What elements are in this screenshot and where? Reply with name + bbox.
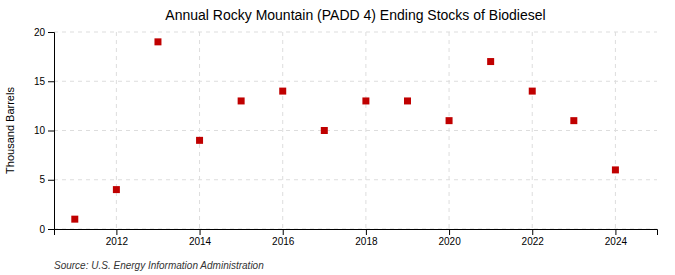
x-tick-label: 2014 xyxy=(189,236,212,247)
x-tick-label: 2018 xyxy=(355,236,378,247)
x-tick-mark xyxy=(615,229,616,235)
x-tick-label: 2022 xyxy=(522,236,545,247)
x-tick: 2016 xyxy=(272,229,295,247)
y-tick-label: 5 xyxy=(39,174,45,185)
grid-line xyxy=(449,32,450,229)
y-tick-mark xyxy=(48,229,54,230)
y-tick: 15 xyxy=(34,76,54,87)
point xyxy=(71,216,78,223)
point xyxy=(154,38,161,45)
point xyxy=(321,127,328,134)
grid-line xyxy=(365,32,366,229)
plot: 2012 2014 2016 2018 2020 2022 2024 0 5 10 15 20 xyxy=(34,27,658,247)
point xyxy=(113,186,120,193)
y-tick-mark xyxy=(48,32,54,33)
point xyxy=(487,58,494,65)
point xyxy=(529,88,536,95)
x-tick-mark xyxy=(449,229,450,235)
y-tick-mark xyxy=(48,180,54,181)
x-tick-label: 2020 xyxy=(438,236,461,247)
y-tick-mark xyxy=(48,81,54,82)
x-tick-label: 2016 xyxy=(272,236,295,247)
y-tick-label: 20 xyxy=(34,27,46,38)
x-tick: 2022 xyxy=(522,229,545,247)
grid-line xyxy=(54,32,657,33)
grid-line xyxy=(532,32,533,229)
y-tick-label: 15 xyxy=(34,76,46,87)
x-tick-label: 2012 xyxy=(106,236,129,247)
point xyxy=(279,88,286,95)
x-tick: 2012 xyxy=(106,229,129,247)
grid-line xyxy=(54,130,657,131)
y-tick: 10 xyxy=(34,125,54,136)
x-tick-mark xyxy=(366,229,367,235)
grid-line xyxy=(282,32,283,229)
y-axis-line xyxy=(48,33,55,230)
y-axis-label: Thousand Barrels xyxy=(4,87,16,174)
point xyxy=(362,97,369,104)
x-tick-mark xyxy=(532,229,533,235)
grid xyxy=(54,32,657,229)
point xyxy=(196,137,203,144)
y-tick-label: 0 xyxy=(39,224,45,235)
point xyxy=(570,117,577,124)
x-tick-mark xyxy=(283,229,284,235)
grid-line xyxy=(615,32,616,229)
x-axis: 2012 2014 2016 2018 2020 2022 2024 xyxy=(55,229,658,247)
grid-line xyxy=(54,179,657,180)
x-tick: 2024 xyxy=(605,229,628,247)
y-tick-mark xyxy=(48,131,54,132)
point xyxy=(446,117,453,124)
points xyxy=(71,38,619,222)
x-tick: 2018 xyxy=(355,229,378,247)
x-tick-mark xyxy=(116,229,117,235)
point xyxy=(612,166,619,173)
annotation: Source: U.S. Energy Information Administ… xyxy=(54,260,264,271)
x-tick: 2020 xyxy=(438,229,461,247)
chart: 2012 2014 2016 2018 2020 2022 2024 0 5 10 15 20 Annu… xyxy=(0,0,675,275)
y-axis: 0 5 10 15 20 xyxy=(34,27,55,235)
x-tick-label: 2024 xyxy=(605,236,628,247)
y-tick: 5 xyxy=(39,174,54,185)
grid-line xyxy=(116,32,117,229)
x-tick-mark xyxy=(200,229,201,235)
title: Annual Rocky Mountain (PADD 4) Ending St… xyxy=(165,7,545,23)
x-tick: 2014 xyxy=(189,229,212,247)
x-axis-line xyxy=(55,230,658,236)
point xyxy=(404,97,411,104)
y-tick: 20 xyxy=(34,27,54,38)
point xyxy=(238,97,245,104)
y-tick: 0 xyxy=(39,224,54,235)
grid-line xyxy=(199,32,200,229)
grid-line xyxy=(54,81,657,82)
y-tick-label: 10 xyxy=(34,125,46,136)
